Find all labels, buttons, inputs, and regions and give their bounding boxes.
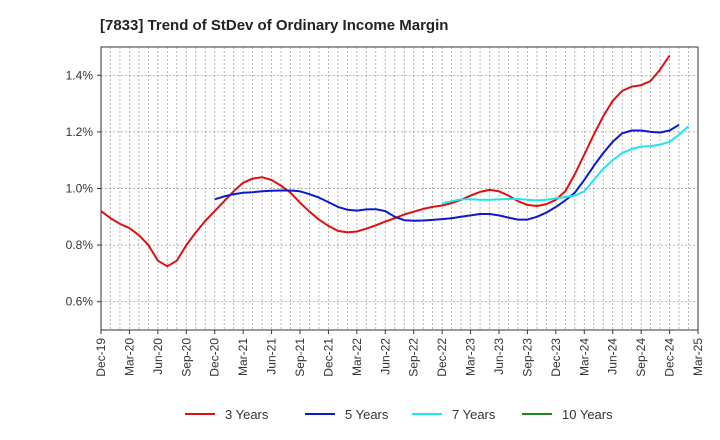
x-tick-label: Sep-23 xyxy=(520,338,534,377)
series-line-5-years xyxy=(214,123,680,222)
x-tick-label: Sep-21 xyxy=(293,338,307,377)
y-tick-label: 0.8% xyxy=(66,238,94,252)
x-tick-label: Dec-24 xyxy=(663,338,677,377)
x-tick-label: Sep-24 xyxy=(634,338,648,377)
series-group xyxy=(100,54,690,268)
x-tick-label: Dec-19 xyxy=(94,338,108,377)
legend-label: 5 Years xyxy=(345,407,389,422)
x-tick-label: Dec-23 xyxy=(549,338,563,377)
y-tick-label: 1.0% xyxy=(66,182,94,196)
x-axis: Dec-19 Mar-20 Jun-20 Sep-20 Dec-20 Mar-21 Jun-… xyxy=(94,330,705,377)
legend-label: 3 Years xyxy=(225,407,269,422)
x-tick-label: Dec-20 xyxy=(208,338,222,377)
y-tick-label: 1.2% xyxy=(66,125,94,139)
x-tick-label: Jun-22 xyxy=(378,338,392,375)
x-tick-label: Mar-20 xyxy=(122,338,136,376)
x-tick-label: Mar-25 xyxy=(691,338,705,376)
x-tick-label: Dec-21 xyxy=(321,338,335,377)
x-tick-label: Jun-20 xyxy=(151,338,165,375)
series-line-7-years xyxy=(441,125,690,205)
y-tick-label: 0.6% xyxy=(66,295,94,309)
x-tick-label: Jun-24 xyxy=(606,338,620,375)
x-tick-label: Jun-21 xyxy=(265,338,279,375)
y-axis: 0.6% 0.8% 1.0% 1.2% 1.4% xyxy=(66,68,101,309)
legend: 3 Years 5 Years 7 Years 10 Years xyxy=(185,407,613,422)
x-tick-label: Sep-20 xyxy=(179,338,193,377)
x-tick-label: Mar-24 xyxy=(577,338,591,376)
x-tick-label: Mar-23 xyxy=(464,338,478,376)
x-tick-label: Dec-22 xyxy=(435,338,449,377)
x-tick-label: Jun-23 xyxy=(492,338,506,375)
chart-title: [7833] Trend of StDev of Ordinary Income… xyxy=(100,17,448,34)
grid xyxy=(101,47,698,330)
legend-label: 7 Years xyxy=(452,407,496,422)
x-tick-label: Mar-22 xyxy=(350,338,364,376)
series-line-3-years xyxy=(100,54,671,268)
x-tick-label: Mar-21 xyxy=(236,338,250,376)
legend-label: 10 Years xyxy=(562,407,613,422)
x-tick-label: Sep-22 xyxy=(407,338,421,377)
y-tick-label: 1.4% xyxy=(66,68,94,82)
